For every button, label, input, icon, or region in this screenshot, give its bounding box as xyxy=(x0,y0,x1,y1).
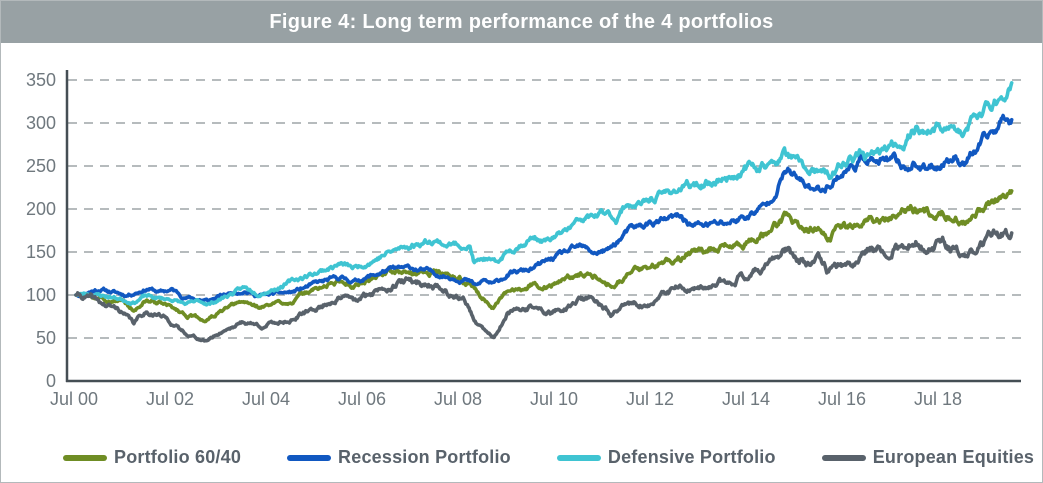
series-line-portfolio-60-40 xyxy=(74,189,1014,324)
y-tick-label: 100 xyxy=(26,285,56,305)
x-tick-label: Jul 14 xyxy=(722,389,770,409)
y-tick-label: 150 xyxy=(26,242,56,262)
legend-label-european-equities: European Equities xyxy=(872,447,1035,467)
legend-swatch-defensive-portfolio xyxy=(556,454,601,461)
legend-swatch-portfolio-60-40 xyxy=(63,454,107,461)
legend-label-portfolio-60-40: Portfolio 60/40 xyxy=(114,447,242,467)
legend-label-defensive-portfolio: Defensive Portfolio xyxy=(607,447,776,467)
y-tick-label: 200 xyxy=(26,199,56,219)
x-tick-label: Jul 12 xyxy=(626,389,674,409)
y-tick-label: 250 xyxy=(26,156,56,176)
figure-title: Figure 4: Long term performance of the 4… xyxy=(269,10,774,33)
x-tick-label: Jul 18 xyxy=(914,389,962,409)
line-chart: 0 50 100 150 200 250 300 350 Jul 00 Jul 02 Jul 04 J… xyxy=(26,70,1021,409)
legend-item-defensive-portfolio: Defensive Portfolio xyxy=(556,447,776,468)
series-line-european-equities xyxy=(74,227,1014,343)
y-tick-label: 350 xyxy=(26,70,56,90)
x-tick-label: Jul 10 xyxy=(530,389,578,409)
legend-swatch-recession-portfolio xyxy=(287,454,332,461)
legend-item-european-equities: European Equities xyxy=(821,447,1035,468)
x-tick-label: Jul 08 xyxy=(434,389,482,409)
legend-label-recession-portfolio: Recession Portfolio xyxy=(338,447,511,467)
x-tick-label: Jul 04 xyxy=(242,389,290,409)
legend-item-portfolio-60-40: Portfolio 60/40 xyxy=(63,447,241,468)
y-tick-label: 0 xyxy=(46,371,56,391)
y-tick-label: 300 xyxy=(26,113,56,133)
series-line-defensive-portfolio xyxy=(74,81,1014,307)
legend-item-recession-portfolio: Recession Portfolio xyxy=(287,447,511,468)
x-tick-label: Jul 06 xyxy=(338,389,386,409)
legend-swatch-european-equities xyxy=(821,454,866,461)
chart-legend: Portfolio 60/40 Recession Portfolio Defe… xyxy=(1,447,1042,468)
x-tick-label: Jul 16 xyxy=(818,389,866,409)
x-tick-label: Jul 00 xyxy=(50,389,98,409)
chart-area: 0 50 100 150 200 250 300 350 Jul 00 Jul 02 Jul 04 J… xyxy=(1,43,1042,482)
y-tick-label: 50 xyxy=(36,328,56,348)
figure-title-bar: Figure 4: Long term performance of the 4… xyxy=(1,1,1042,43)
x-tick-label: Jul 02 xyxy=(146,389,194,409)
